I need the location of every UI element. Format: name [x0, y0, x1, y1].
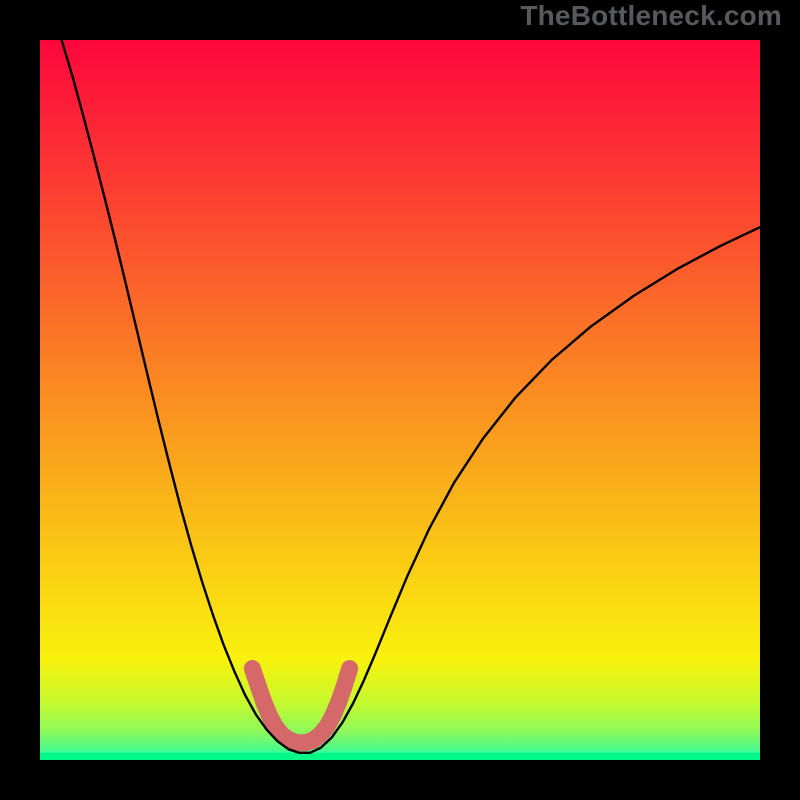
bottom-green-band	[40, 753, 760, 760]
plot-area	[40, 40, 760, 760]
chart-frame: TheBottleneck.com	[0, 0, 800, 800]
plot-svg	[40, 40, 760, 760]
watermark-text: TheBottleneck.com	[520, 0, 782, 32]
gradient-background	[40, 40, 760, 760]
